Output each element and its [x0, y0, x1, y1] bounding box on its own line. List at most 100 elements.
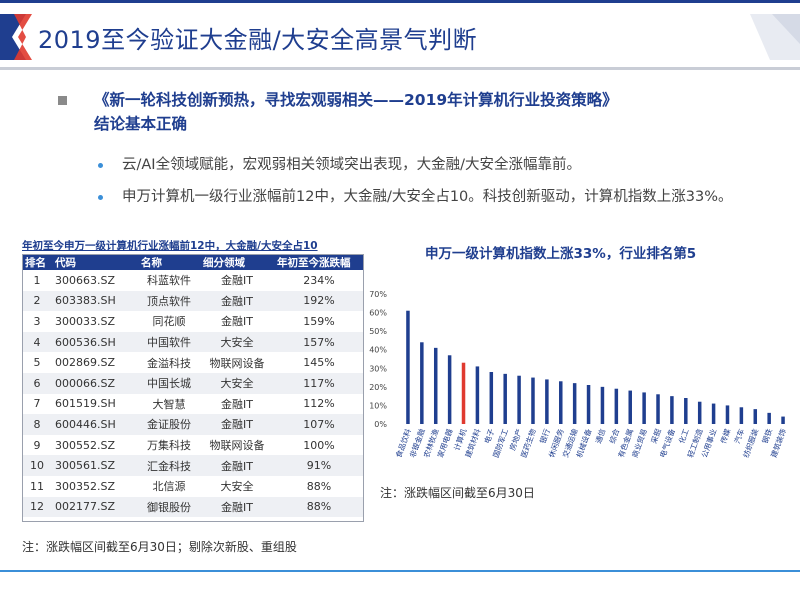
main-bullet: 《新一轮科技创新预热，寻找宏观弱相关——2019年计算机行业投资策略》 结论基本…: [58, 88, 778, 136]
dot-bullet-icon: [98, 163, 103, 168]
bar: [406, 310, 410, 424]
cell-rank: 4: [33, 335, 41, 349]
bar: [461, 362, 466, 424]
cell-name: 金溢科技: [147, 356, 191, 370]
bottom-accent-line: [0, 570, 800, 572]
bar: [697, 401, 702, 424]
cell-code: 300663.SZ: [55, 273, 116, 287]
cell-segment: 大安全: [220, 336, 254, 350]
table-row: 12 002177.SZ 御银股份 金融IT 88%: [22, 496, 364, 518]
bar: [572, 383, 577, 424]
cell-code: 300352.SZ: [55, 479, 116, 493]
table-row: 3 300033.SZ 同花顺 金融IT 159%: [22, 311, 364, 332]
top12-table-section: 年初至今申万一级计算机行业涨幅前12中，大金融/大安全占10 排名 代码 名称 …: [22, 238, 364, 524]
header-rank: 排名: [25, 256, 46, 269]
cell-name: 北信源: [152, 480, 186, 494]
cell-code: 300561.SZ: [55, 459, 116, 473]
cell-code: 002869.SZ: [55, 356, 116, 370]
cell-code: 002177.SZ: [55, 500, 116, 514]
y-tick-label: 50%: [369, 327, 387, 336]
bar: [753, 409, 758, 424]
bar: [711, 403, 716, 424]
chart-title: 申万一级计算机指数上涨33%，行业排名第5: [425, 246, 697, 262]
main-bullet-line1: 《新一轮科技创新预热，寻找宏观弱相关——2019年计算机行业投资策略》: [94, 91, 618, 109]
cell-code: 601519.SH: [55, 397, 116, 411]
cell-code: 603383.SH: [55, 294, 116, 308]
main-bullet-line2: 结论基本正确: [94, 115, 188, 133]
bar: [517, 375, 521, 424]
cell-name: 金证股份: [147, 418, 191, 432]
cell-segment: 大安全: [220, 377, 254, 391]
table-row: 5 002869.SZ 金溢科技 物联网设备 145%: [22, 352, 364, 373]
cell-code: 300033.SZ: [55, 314, 116, 328]
bar: [503, 373, 507, 424]
cell-segment: 大安全: [220, 480, 254, 494]
bar: [670, 396, 674, 424]
cell-segment: 物联网设备: [209, 439, 265, 453]
cell-rank: 7: [33, 397, 41, 411]
x-tick-label: 传媒: [718, 427, 733, 445]
bar: [586, 385, 591, 424]
bar: [420, 342, 424, 424]
cell-rank: 3: [33, 314, 41, 328]
cell-segment: 金融IT: [221, 418, 253, 432]
bar: [642, 392, 646, 424]
bar: [531, 377, 535, 424]
cell-change: 112%: [303, 397, 335, 411]
cell-change: 145%: [303, 356, 335, 370]
bar: [767, 412, 771, 424]
cell-change: 157%: [303, 335, 335, 349]
x-tick-label: 银行: [537, 427, 552, 445]
cell-code: 600536.SH: [55, 335, 116, 349]
bar: [600, 386, 605, 424]
y-tick-label: 0%: [374, 420, 387, 429]
sub-bullet-2-text: 申万计算机一级行业涨幅前12中，大金融/大安全占10。科技创新驱动，计算机指数上…: [122, 189, 733, 205]
sub-bullet-2: 申万计算机一级行业涨幅前12中，大金融/大安全占10。科技创新驱动，计算机指数上…: [98, 186, 778, 208]
bar: [656, 394, 660, 424]
x-tick-label: 化工: [676, 427, 691, 445]
header-name: 名称: [141, 256, 162, 269]
table-header-row: 排名 代码 名称 细分领域 年初至今涨跌幅: [22, 254, 364, 270]
x-tick-label: 汽车: [732, 427, 747, 445]
cell-rank: 10: [30, 459, 44, 473]
sub-bullet-1-text: 云/AI全领域赋能，宏观弱相关领域突出表现，大金融/大安全涨幅靠前。: [122, 157, 581, 173]
x-tick-label: 钢铁: [760, 427, 775, 445]
bar: [739, 407, 744, 424]
cell-code: 600446.SH: [55, 417, 116, 431]
table-row: 6 000066.SZ 中国长城 大安全 117%: [22, 372, 364, 394]
bar: [545, 379, 549, 424]
top-accent-line: [0, 0, 800, 3]
cell-rank: 2: [33, 294, 41, 308]
bar: [628, 390, 632, 424]
cell-segment: 金融IT: [221, 294, 253, 308]
cell-segment: 金融IT: [221, 500, 253, 514]
cell-change: 192%: [303, 294, 335, 308]
y-tick-label: 70%: [369, 290, 387, 299]
cell-name: 顶点软件: [147, 294, 191, 308]
bar: [489, 372, 494, 424]
cell-segment: 金融IT: [221, 315, 253, 329]
cell-rank: 6: [33, 376, 41, 390]
sub-bullet-1: 云/AI全领域赋能，宏观弱相关领域突出表现，大金融/大安全涨幅靠前。: [98, 154, 778, 176]
cell-name: 中国软件: [147, 336, 191, 350]
header-change: 年初至今涨跌幅: [277, 256, 351, 269]
table-row: 11 300352.SZ 北信源 大安全 88%: [22, 475, 364, 497]
title-bar: 2019至今验证大金融/大安全高景气判断: [0, 4, 800, 70]
cell-rank: 1: [33, 273, 41, 287]
cell-rank: 12: [30, 500, 44, 514]
table-row: 9 300552.SZ 万集科技 物联网设备 100%: [22, 434, 364, 456]
bar: [559, 381, 563, 424]
bar: [447, 355, 452, 424]
top12-table: 排名 代码 名称 细分领域 年初至今涨跌幅 1 300663.SZ 科蓝软件 金融IT…: [22, 254, 364, 518]
x-tick-label: 采掘: [648, 427, 663, 445]
cell-change: 88%: [306, 479, 332, 493]
cell-rank: 11: [30, 479, 44, 493]
square-bullet-icon: [58, 96, 67, 105]
table-note: 注：涨跌幅区间截至6月30日；剔除次新股、重组股: [22, 540, 297, 554]
bar: [725, 405, 730, 424]
bar: [433, 347, 438, 424]
y-tick-label: 40%: [369, 346, 387, 355]
x-tick-label: 电子: [482, 427, 497, 445]
table-row: 1 300663.SZ 科蓝软件 金融IT 234%: [22, 270, 364, 291]
dot-bullet-icon: [98, 195, 103, 200]
